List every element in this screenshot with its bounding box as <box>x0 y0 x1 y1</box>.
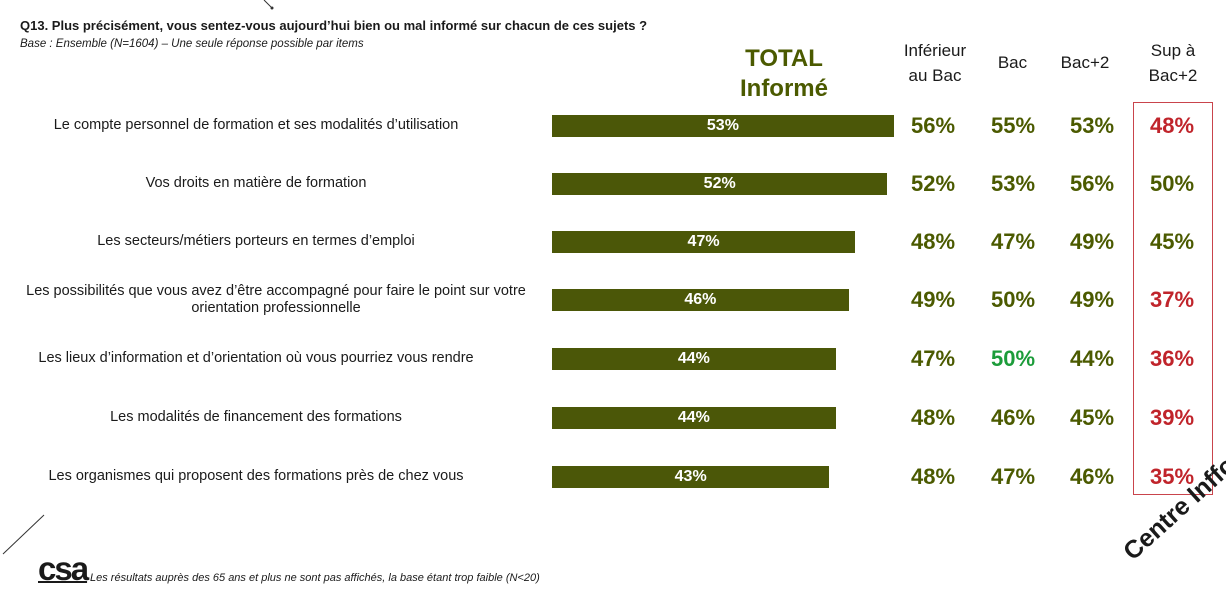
value-cell: 48% <box>910 405 956 430</box>
total-bar: 46% <box>552 289 849 311</box>
column-header-line2: au Bac <box>908 66 962 85</box>
total-title-line1: TOTAL <box>745 45 823 72</box>
value-cell: 56% <box>1069 171 1115 196</box>
total-bar: 44% <box>552 348 836 370</box>
value-cell: 44% <box>1069 346 1115 371</box>
total-bar: 52% <box>552 173 888 195</box>
row-label: Les modalités de financement des formati… <box>110 409 402 425</box>
column-header-inferieur-bac: Inférieur au Bac <box>895 38 975 88</box>
value-cell: 48% <box>910 464 956 489</box>
total-bar: 44% <box>552 407 836 429</box>
value-cell: 48% <box>1149 113 1195 138</box>
base-note: Base : Ensemble (N=1604) – Une seule rép… <box>20 38 364 50</box>
value-cell: 50% <box>990 346 1036 371</box>
value-cell: 53% <box>990 171 1036 196</box>
value-cell: 46% <box>990 405 1036 430</box>
value-cell: 46% <box>1069 464 1115 489</box>
total-bar: 53% <box>552 115 894 137</box>
row-label: Les lieux d’information et d’orientation… <box>38 350 474 366</box>
value-cell: 45% <box>1069 405 1115 430</box>
column-header-line1: Inférieur <box>903 41 967 60</box>
csa-logo: csa <box>38 550 89 587</box>
value-cell: 39% <box>1149 405 1195 430</box>
column-header-bac2: Bac+2 <box>1050 50 1120 75</box>
top-decoration-tick <box>263 0 274 10</box>
value-cell: 36% <box>1149 346 1195 371</box>
value-cell: 47% <box>910 346 956 371</box>
value-cell: 45% <box>1149 229 1195 254</box>
total-title-line2: Informé <box>739 75 828 102</box>
value-cell: 49% <box>1069 287 1115 312</box>
value-cell: 53% <box>1069 113 1115 138</box>
value-cell: 56% <box>910 113 956 138</box>
question-title: Q13. Plus précisément, vous sentez-vous … <box>20 18 648 33</box>
footer-note: Les résultats auprès des 65 ans et plus … <box>90 572 540 584</box>
value-cell: 49% <box>910 287 956 312</box>
column-header-sup-bac2: Sup à Bac+2 <box>1135 38 1211 88</box>
value-cell: 49% <box>1069 229 1115 254</box>
sup-bac2-highlight-box <box>1133 102 1213 495</box>
corner-decoration-line <box>2 514 45 555</box>
value-cell: 52% <box>910 171 956 196</box>
value-cell: 35% <box>1149 464 1195 489</box>
value-cell: 55% <box>990 113 1036 138</box>
column-header-line2: Bac+2 <box>1148 66 1198 85</box>
row-label: Vos droits en matière de formation <box>145 175 367 191</box>
total-informe-title: TOTAL Informé <box>700 44 868 104</box>
row-label: Les organismes qui proposent des formati… <box>48 468 464 484</box>
value-cell: 37% <box>1149 287 1195 312</box>
total-bar: 43% <box>552 466 830 488</box>
value-cell: 47% <box>990 229 1036 254</box>
row-label: Le compte personnel de formation et ses … <box>53 117 459 133</box>
value-cell: 50% <box>990 287 1036 312</box>
total-bar: 47% <box>552 231 856 253</box>
column-header-line1: Bac <box>997 53 1028 72</box>
column-header-line1: Sup à <box>1150 41 1196 60</box>
row-label: Les possibilités que vous avez d’être ac… <box>26 283 526 316</box>
value-cell: 47% <box>990 464 1036 489</box>
value-cell: 48% <box>910 229 956 254</box>
column-header-bac: Bac <box>975 50 1050 75</box>
value-cell: 50% <box>1149 171 1195 196</box>
row-label: Les secteurs/métiers porteurs en termes … <box>97 233 415 249</box>
column-header-line1: Bac+2 <box>1060 53 1110 72</box>
